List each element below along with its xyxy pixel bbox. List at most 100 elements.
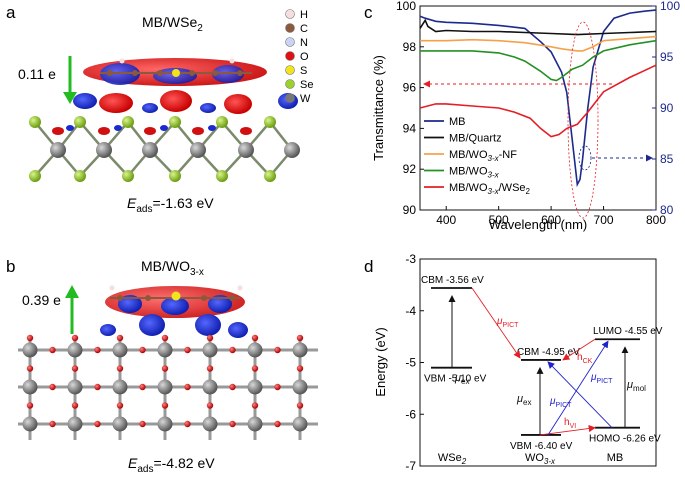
panel-a-title: MB/WSe2 (142, 14, 203, 34)
panel-a-arrow-head (63, 92, 77, 104)
panel-b: b MB/WO3-x 0.39 e Eads=-4.82 eV (6, 257, 318, 475)
chart-c-ytick-label: 94 (403, 121, 417, 135)
chart-c-xtick-label: 400 (436, 213, 456, 227)
w-atom (67, 342, 83, 358)
o-atom (184, 383, 191, 391)
w-atom (67, 379, 83, 395)
panel-b-energy: Eads=-4.82 eV (128, 455, 215, 475)
w-atom (247, 342, 263, 358)
chart-c-ytick-label: 96 (403, 81, 417, 95)
o-atom (116, 402, 124, 409)
chart-c-legend: MB MB/Quartz MB/WO3-x-NF MB/WO3-x MB/WO3-x/W… (424, 116, 531, 196)
legend-atom-s-label: S (300, 65, 307, 77)
legend-atom-o-label: O (300, 51, 309, 63)
chart-c-xtick-label: 600 (541, 213, 561, 227)
w-atom (202, 379, 218, 395)
energy-level-label: LUMO -4.55 eV (593, 326, 663, 337)
o-atom (49, 420, 56, 428)
panel-a: a MB/WSe2 0.11 e (6, 3, 313, 215)
energy-level-label: VBM -5.10 eV (424, 374, 487, 385)
chart-d-ytick-label: -7 (405, 459, 416, 473)
w-atom (157, 342, 173, 358)
panel-b-title: MB/WO3-x (141, 258, 204, 278)
energy-level-label: VBM -6.40 eV (510, 441, 573, 452)
energy-level-label: CBM -3.56 eV (421, 275, 484, 286)
w-atom (112, 342, 128, 358)
o-atom (229, 420, 236, 428)
legend-atom-n-label: N (300, 37, 308, 49)
panel-b-molecule (109, 285, 243, 301)
o-atom (161, 402, 169, 409)
chart-d-ytick-label: -4 (405, 304, 416, 318)
o-atom (296, 365, 304, 372)
o-atom (139, 383, 146, 391)
material-label: WSe2 (438, 452, 467, 466)
w-atom (202, 416, 218, 432)
chart-c-series-mb-wo3-x-wse2 (419, 64, 657, 138)
chart-c-series-mb-wo3-x (420, 39, 657, 82)
legend-label: MB (449, 116, 466, 128)
panel-b-wo3-lattice (18, 334, 318, 440)
o-atom (206, 365, 214, 372)
chart-c: 400 500 600 700 800 90 92 94 96 98 100 80 85 90 95 100 (396, 0, 680, 227)
h-vi-label: hVI (564, 417, 576, 430)
chart-c-y2tick-label: 80 (660, 203, 674, 217)
legend-atom-s-icon (285, 65, 295, 75)
o-atom (71, 365, 79, 372)
o-atom (251, 365, 259, 372)
w-atom (202, 342, 218, 358)
chart-d: -7 -6 -5 -4 -3 CBM -3.56 eV VBM -5.10 eV CBM -4… (405, 252, 662, 473)
legend-label: MB/Quartz (449, 133, 502, 145)
chart-c-y2tick-label: 90 (660, 101, 674, 115)
legend-atom-w-label: W (300, 93, 311, 105)
chart-c-series-mb-quartz (419, 18, 657, 36)
chart-c-xtick-label: 500 (489, 213, 509, 227)
legend-atom-c-icon (285, 23, 295, 33)
panel-label-a: a (6, 3, 16, 22)
chart-c-highlight-ellipse-blue (578, 145, 592, 171)
o-atom (229, 383, 236, 391)
legend-atom-se-icon (285, 79, 295, 89)
chart-c-series-mb-wo3-x-nf (420, 35, 657, 52)
legend-label: MB/WO3-x-NF (449, 149, 517, 163)
chart-d-ytick-label: -5 (405, 356, 416, 370)
chart-c-xlabel: Wavelength (nm) (489, 217, 588, 232)
wo3-vbm-to-mb-lumo-arrow (547, 340, 609, 436)
chart-c-y2tick-label: 95 (660, 50, 674, 64)
chart-c-series-mb (419, 9, 657, 188)
o-atom (26, 402, 34, 409)
wse2-mu-ex-label: μex (454, 372, 469, 386)
chart-d-ytick-label: -6 (405, 407, 416, 421)
chart-c-highlight-ellipse-red (567, 21, 599, 219)
panel-label-c: c (364, 3, 373, 22)
chart-c-ytick-label: 98 (403, 40, 417, 54)
h-ck-label: hCK (577, 352, 593, 365)
chart-d-ylabel: Energy (eV) (373, 327, 388, 396)
legend-label: MB/WO3-x (449, 166, 500, 180)
o-atom (251, 402, 259, 409)
chart-c-frame (419, 5, 657, 211)
panel-label-d: d (364, 257, 373, 276)
panel-label-b: b (6, 257, 15, 276)
panel-a-charge-density (73, 58, 298, 114)
w-atom (247, 416, 263, 432)
legend-atom-h-label: H (300, 9, 308, 21)
energy-level-label: HOMO -6.26 eV (589, 434, 661, 445)
w-atom (112, 379, 128, 395)
w-atom (292, 342, 308, 358)
chart-d-ytick-label: -3 (405, 252, 416, 266)
o-atom (139, 420, 146, 428)
mb-mu-pict-label: μPICT (590, 372, 613, 385)
wo3-mu-ex-label: μex (516, 393, 531, 407)
o-atom (274, 420, 281, 428)
chart-c-ytick-label: 90 (403, 203, 417, 217)
legend-atom-w-icon (285, 93, 295, 103)
panel-a-charge: 0.11 e (18, 66, 56, 82)
w-atom (22, 379, 38, 395)
panel-a-molecule (100, 58, 252, 77)
w-atom (22, 416, 38, 432)
panel-a-se-atoms (29, 116, 276, 182)
legend-atom-o-icon (285, 51, 295, 61)
